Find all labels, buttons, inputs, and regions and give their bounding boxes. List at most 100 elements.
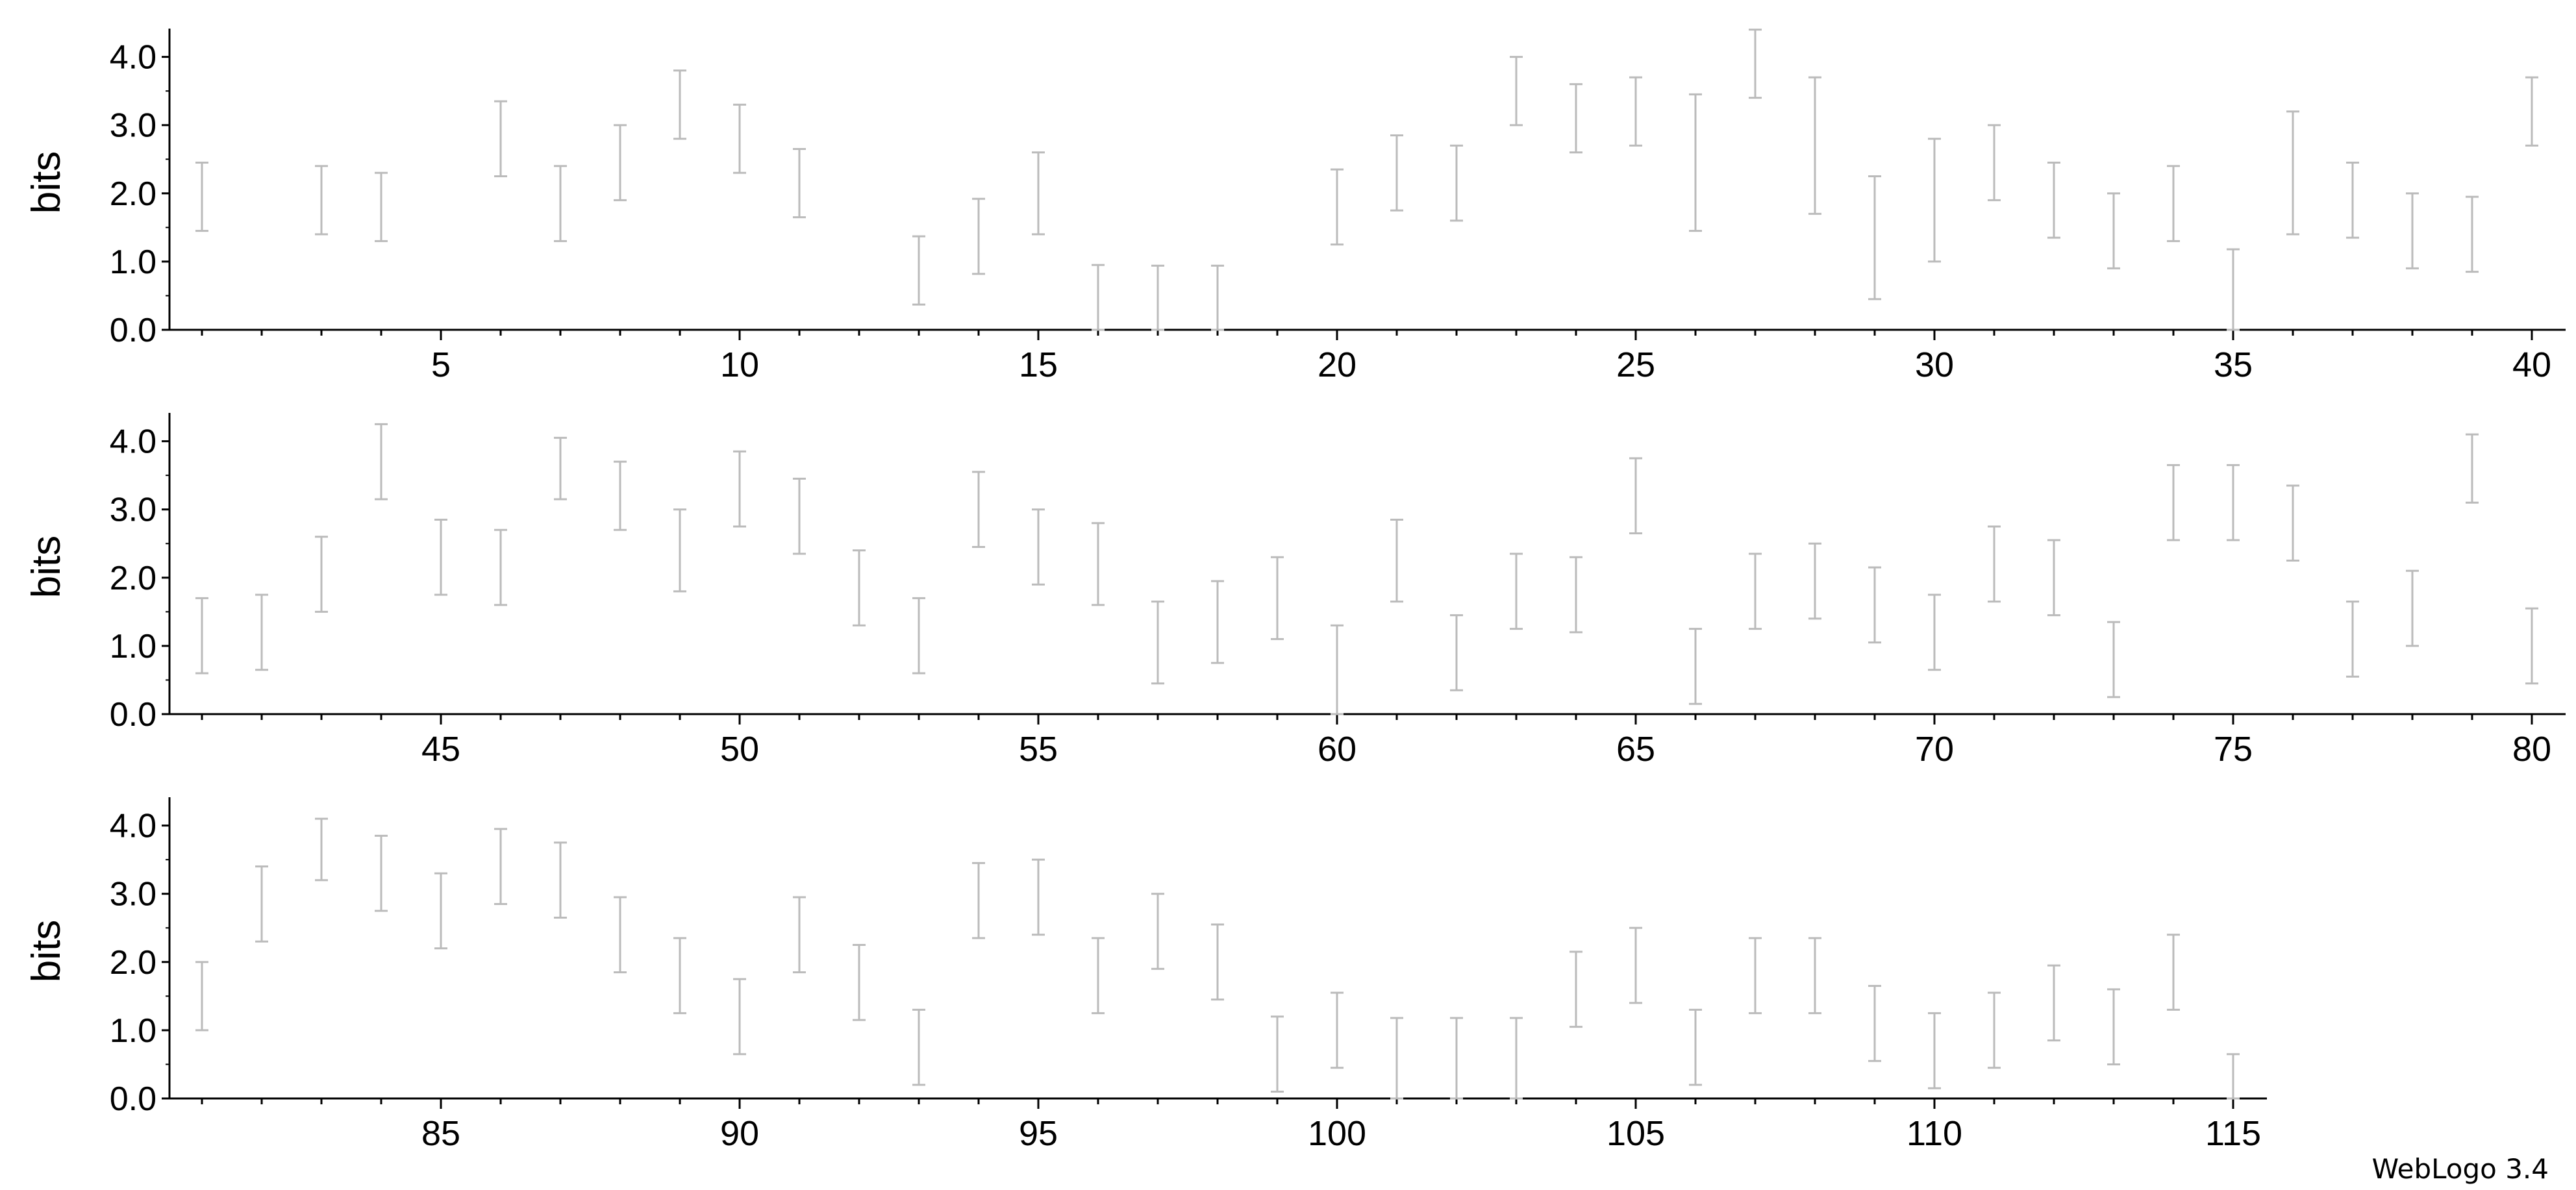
x-tick-label: 35 [2214,345,2253,384]
stack-position-113: TSGA [2107,988,2120,1065]
stack-position-4: ESGA [375,171,388,242]
stack-position-29: AEK [1868,175,1881,301]
stack-position-104: TAL [1569,950,1582,1028]
stack-position-47: YF [554,436,567,501]
stack-position-53: AMTS [912,597,925,675]
stack-position-94: GL [972,862,985,939]
stack-position-109: ISVA [1868,985,1881,1062]
stack-position-66: EASG [1689,628,1702,705]
x-tick-label: 40 [2512,345,2551,384]
stack-position-64: KLDQ [1569,556,1582,634]
stack-position-67: EAD [1749,552,1762,630]
stack-position-96: RNHWQ [1092,937,1105,1015]
stack-position-62: SVDE [1450,614,1463,691]
stack-position-23: SP [1510,56,1523,127]
stack-position-101: AG [1390,1017,1403,1100]
stack-position-86: G [494,828,507,905]
stack-position-32: NAESP [2047,162,2060,239]
stack-position-31: EDASP [1988,124,2001,201]
stack-position-72: MIL [2047,539,2060,617]
y-tick-label: 0.0 [110,696,156,734]
y-axis-label: bits [24,536,69,598]
stack-position-92: TWFS [853,944,866,1021]
stack-position-54: SNK [972,471,985,549]
stack-position-20: SLEVT [1331,168,1344,246]
stack-position-83: P [315,817,328,882]
y-tick-label: 3.0 [110,107,156,145]
stack-position-33: SAED [2107,192,2120,269]
x-tick-label: 50 [720,730,759,769]
stack-position-28: LI [1808,76,1821,215]
x-tick-label: 45 [421,730,460,769]
stack-position-51: GN [793,477,806,555]
y-tick-label: 4.0 [110,423,156,461]
y-axis-label: bits [24,151,69,214]
x-tick-label: 65 [1616,730,1655,769]
x-tick-label: 70 [1915,730,1954,769]
stack-position-42: STFNA [255,593,268,671]
stack-position-78: MSGA [2406,569,2419,647]
stack-position-89: RSG [673,937,686,1015]
stack-position-52: ALIV [853,549,866,626]
x-tick-label: 15 [1019,345,1058,384]
stack-position-115: A [2227,1053,2240,1100]
stack-position-39: SRAK [2466,195,2479,273]
x-tick-label: 10 [720,345,759,384]
y-tick-label: 0.0 [110,1080,156,1118]
stack-position-44: RAH [375,423,388,501]
stack-position-97: ERHQ [1151,893,1164,970]
x-tick-label: 95 [1019,1114,1058,1153]
stack-position-14: SGPKDE [972,197,985,275]
x-tick-label: 110 [1907,1114,1962,1153]
stack-position-57: ASEQN [1151,601,1164,685]
stack-position-112: NARKQ [2047,964,2060,1042]
stack-position-16: GA [1092,264,1105,331]
stack-position-82: ND [255,865,268,943]
stack-position-99: EASG [1271,1015,1284,1093]
x-tick-label: 30 [1915,345,1954,384]
stack-position-85: DENY [434,872,447,950]
logo-row-2: 0.0 1.0 2.0 3.0 4.0 bits 45 50 55 60 65 70 75 80 SLVA S… [24,413,2566,769]
y-tick-label: 2.0 [110,560,156,597]
stack-position-1: ASP [195,162,208,232]
stack-position-40: TF [2525,76,2538,147]
y-tick-label: 1.0 [110,243,156,281]
y-tick-label: 2.0 [110,944,156,982]
stack-position-56: SIL [1092,522,1105,606]
stack-position-6: RK [494,100,507,178]
stack-position-63: ENHS [1510,552,1523,630]
stack-position-105: SKAQ [1629,926,1642,1004]
stack-position-76: SA [2286,484,2299,562]
stack-position-79: KR [2466,433,2479,504]
stack-position-100: NRESQ [1331,991,1344,1069]
stack-position-75: QE [2227,464,2240,541]
stack-position-25: LF [1629,76,1642,147]
logo-row-1: 0.01.02.03.04.0bits510152025303540ASPCNG… [24,29,2566,384]
stack-position-107: DQE [1749,937,1762,1015]
stack-position-13: TSLVA [912,235,925,306]
x-tick-label: 85 [421,1114,460,1153]
stack-position-22: GRA [1450,144,1463,222]
stack-position-81: ASKVR [195,961,208,1032]
stack-position-30: TS [1928,138,1941,263]
logo-row-3: 0.01.02.03.04.0bits859095100105110115ASK… [24,797,2267,1153]
y-tick-label: 3.0 [110,491,156,529]
stack-position-50: GAS [733,450,746,528]
stack-position-48: G [614,460,627,531]
stack-position-65: KR [1629,457,1642,535]
stack-position-27: I [1749,29,1762,99]
stack-position-87: EASC [554,841,567,919]
stack-position-38: SNTQH [2406,192,2419,269]
stack-position-59: GIVL [1271,556,1284,640]
stack-position-90: YAHL [733,978,746,1056]
stack-position-84: IV [375,834,388,912]
stack-position-74: FY [2167,464,2180,541]
stack-position-7: YVLF [554,165,567,242]
x-tick-label: 90 [720,1114,759,1153]
y-tick-label: 2.0 [110,175,156,213]
stack-position-17: SA [1151,264,1164,331]
stack-position-46: ILFV [494,528,507,606]
x-tick-label: 25 [1616,345,1655,384]
stack-position-70: KSVN [1928,593,1941,671]
